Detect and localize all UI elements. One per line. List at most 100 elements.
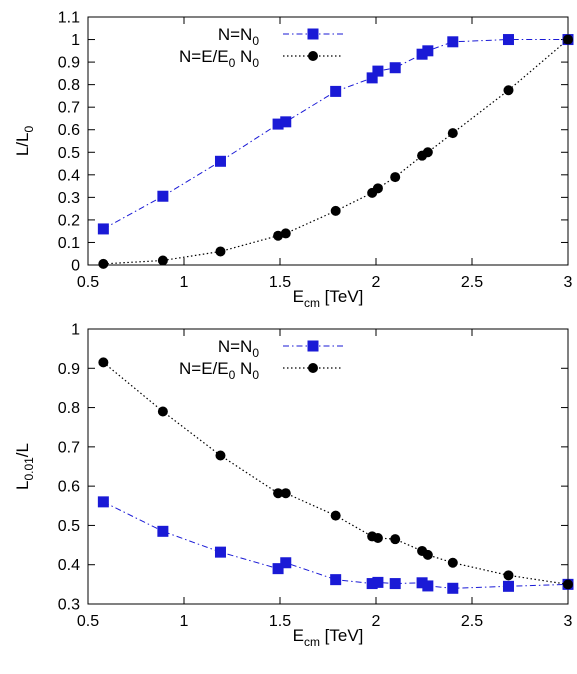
data-point-square [502,580,514,592]
data-point-circle [563,34,573,45]
y-axis-title: L/L0 [13,126,36,157]
data-point-circle [280,228,291,239]
data-point-square [372,65,384,77]
y-tick-label: 0.4 [58,167,80,184]
data-point-circle [422,147,433,158]
series-line [103,501,569,589]
legend-marker-square [307,28,319,40]
data-point-square [422,580,434,592]
x-tick-label: 1.5 [269,613,291,630]
data-point-square [447,582,459,594]
data-point-circle [280,488,291,499]
data-point-circle [157,406,168,417]
data-point-square [272,563,284,575]
data-point-circle [422,549,433,560]
data-point-square [422,45,434,57]
data-point-square [389,62,401,74]
chart-2: 0.5 1 1.5 2 2.5 3 0.3 0.4 0.5 0.6 0.7 0.8 0.9 1 Ecm [T… [13,322,574,649]
data-point-circle [372,533,383,543]
y-tick-label: 0.9 [58,361,80,378]
y-tick-label: 1 [71,322,80,339]
data-point-circle [447,128,458,139]
data-point-square [157,190,169,202]
data-point-circle [215,246,226,257]
y-tick-label: 0 [71,258,80,275]
data-point-circle [503,85,514,96]
legend-label: N=N0 [218,25,259,48]
x-tick-label: 0.5 [77,613,99,630]
data-point-circle [503,570,514,581]
series-n-equals-n0 [97,34,574,235]
y-tick-label: 0.4 [58,557,80,574]
y-tick-label: 0.3 [58,597,80,614]
legend-label: N=E/E0 N0 [179,47,259,70]
data-point-circle [273,488,284,499]
data-point-circle [330,510,341,521]
x-tick-label: 1.5 [269,274,291,291]
y-tick-label: 0.7 [58,439,80,456]
data-point-circle [215,450,226,461]
y-tick-label: 1 [71,32,80,49]
x-tick-label: 1 [180,274,189,291]
data-point-square [502,34,514,46]
legend-label: N=E/E0 N0 [179,359,259,382]
x-tick-label: 3 [564,274,573,291]
data-point-square [372,576,384,588]
data-point-square [330,574,342,586]
series-n-equals-n0 [97,496,574,594]
x-axis-title: Ecm [TeV] [293,626,364,649]
data-point-square [214,155,226,167]
data-point-circle [273,230,284,241]
data-point-square [389,578,401,590]
data-point-square [280,116,292,128]
series-line [103,39,568,230]
data-point-circle [98,258,109,269]
data-point-circle [157,255,168,266]
x-tick-label: 2 [372,613,381,630]
y-tick-label: 0.5 [58,518,80,535]
y-tick-label: 0.5 [58,145,80,162]
y-tick-label: 0.2 [58,212,80,229]
data-point-square [214,546,226,558]
legend-label: N=N0 [218,337,259,360]
data-point-circle [98,357,109,368]
y-tick-label: 0.6 [58,479,80,496]
x-tick-label: 1 [180,613,189,630]
data-point-square [330,85,342,97]
x-tick-label: 2 [372,274,381,291]
y-tick-label: 0.6 [58,122,80,139]
data-point-circle [447,557,458,568]
legend-marker-circle [308,363,318,373]
series-n-equals-e-over-e0-n0 [98,34,573,269]
y-tick-label: 1.1 [58,10,80,27]
x-axis-title: Ecm [TeV] [293,287,364,310]
data-point-circle [390,534,401,545]
data-point-square [272,118,284,130]
plot-frame [87,328,569,605]
series-line [103,39,569,265]
data-point-square [447,36,459,48]
legend-marker-square [307,340,319,352]
y-tick-label: 0.8 [58,77,80,94]
data-point-circle [563,579,573,590]
x-tick-label: 0.5 [77,274,99,291]
data-point-square [366,72,378,84]
x-tick-label: 3 [564,613,573,630]
series-n-equals-e-over-e0-n0 [98,357,573,590]
y-tick-label: 0.8 [58,400,80,417]
plot-frame [87,16,569,266]
y-tick-label: 0.3 [58,190,80,207]
y-axis-title: L0.01/L [13,443,36,490]
series-line [102,361,569,585]
data-point-circle [390,172,401,183]
data-point-square [280,557,292,569]
legend-marker-circle [308,51,318,61]
data-point-circle [330,205,341,216]
data-point-circle [372,183,383,194]
data-point-square [416,577,428,589]
x-tick-label: 2.5 [461,613,483,630]
x-tick-label: 2.5 [461,274,483,291]
data-point-square [157,525,169,537]
